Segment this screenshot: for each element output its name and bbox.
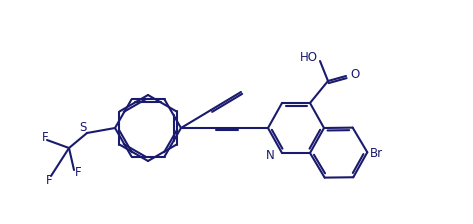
Text: F: F [46, 174, 53, 187]
Text: HO: HO [300, 50, 318, 63]
Text: O: O [350, 67, 359, 80]
Text: F: F [75, 166, 81, 179]
Text: F: F [42, 131, 48, 144]
Text: N: N [266, 149, 275, 162]
Text: S: S [79, 121, 87, 134]
Text: Br: Br [370, 147, 384, 160]
